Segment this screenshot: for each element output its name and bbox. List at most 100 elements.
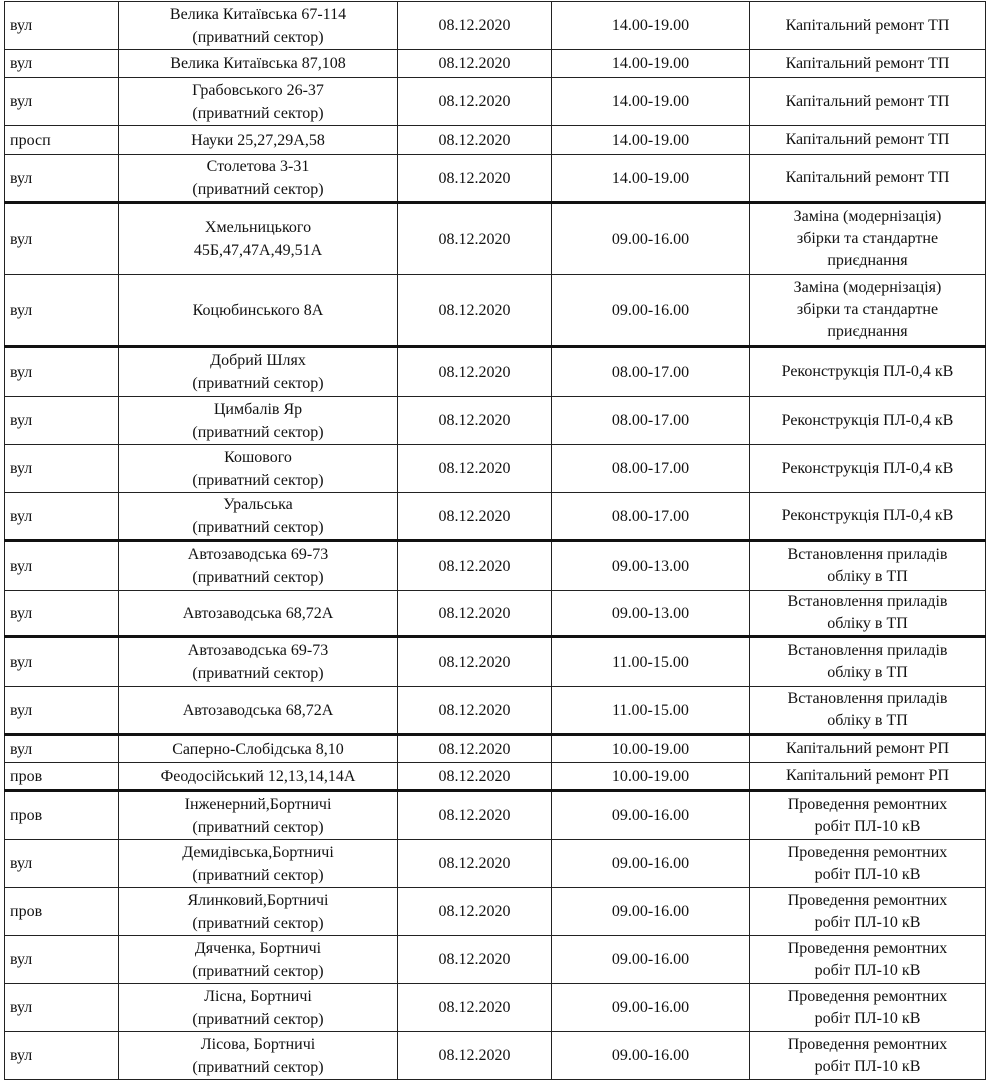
work-type-cell: Реконструкція ПЛ-0,4 кВ: [749, 492, 986, 541]
date-cell: 08.12.2020: [397, 539, 552, 591]
work-line: обліку в ТП: [827, 664, 908, 681]
date-cell: 08.12.2020: [397, 154, 552, 203]
address-cell: Автозаводська 69-73 (приватний сектор): [118, 635, 398, 687]
work-line: Встановлення приладів: [787, 546, 948, 563]
work-line: Встановлення приладів: [787, 642, 948, 659]
date-cell: 08.12.2020: [397, 1, 552, 50]
work-line: Реконструкція ПЛ-0,4 кВ: [781, 411, 954, 429]
street-type-cell: вул: [4, 49, 119, 78]
table-row: пров Інженерний,Бортничі (приватний сектор…: [4, 789, 986, 840]
work-line: робіт ПЛ-10 кВ: [814, 913, 921, 931]
date-cell: 08.12.2020: [397, 345, 552, 397]
date-cell: 08.12.2020: [397, 274, 552, 347]
work-type-cell: Капітальний ремонт ТП: [749, 77, 986, 126]
work-line: обліку в ТП: [827, 712, 908, 729]
table-row: пров Феодосійський 12,13,14,14А 08.12.2020…: [4, 762, 986, 791]
address-cell: Інженерний,Бортничі (приватний сектор): [118, 789, 398, 840]
address-line: Автозаводська 68,72А: [182, 604, 334, 622]
time-cell: 09.00-13.00: [551, 590, 750, 637]
time-cell: 09.00-16.00: [551, 839, 750, 888]
work-type-cell: Проведення ремонтних робіт ПЛ-10 кВ: [749, 1031, 986, 1080]
address-line: (приватний сектор): [192, 914, 324, 932]
time-cell: 08.00-17.00: [551, 396, 750, 445]
time-cell: 09.00-16.00: [551, 983, 750, 1032]
date-cell: 08.12.2020: [397, 444, 552, 493]
work-line: Проведення ремонтних: [787, 987, 948, 1005]
street-type-cell: пров: [4, 887, 119, 936]
work-line: Капітальний ремонт ТП: [785, 92, 950, 110]
time-cell: 14.00-19.00: [551, 77, 750, 126]
street-type-cell: вул: [4, 1, 119, 50]
address-line: Дяченка, Бортничі: [194, 939, 322, 957]
date-cell: 08.12.2020: [397, 935, 552, 984]
address-cell: Дяченка, Бортничі (приватний сектор): [118, 935, 398, 984]
address-line: Хмельницького: [204, 219, 312, 236]
work-line: робіт ПЛ-10 кВ: [814, 1057, 921, 1075]
work-line: Капітальний ремонт РП: [786, 740, 949, 757]
work-line: приєднання: [827, 323, 908, 340]
date-cell: 08.12.2020: [397, 396, 552, 445]
street-type-cell: вул: [4, 935, 119, 984]
time-cell: 10.00-19.00: [551, 762, 750, 791]
date-cell: 08.12.2020: [397, 789, 552, 840]
street-type-cell: вул: [4, 590, 119, 637]
table-row: вул Велика Китаївська 67-114 (приватний се…: [4, 1, 986, 50]
time-cell: 14.00-19.00: [551, 154, 750, 203]
work-type-cell: Капітальний ремонт РП: [749, 733, 986, 763]
street-type-cell: вул: [4, 274, 119, 347]
street-type-cell: вул: [4, 201, 119, 275]
street-type-cell: вул: [4, 733, 119, 763]
work-line: Реконструкція ПЛ-0,4 кВ: [781, 507, 954, 524]
address-line: (приватний сектор): [192, 962, 324, 980]
date-cell: 08.12.2020: [397, 1031, 552, 1080]
address-line: Інженерний,Бортничі: [184, 795, 332, 813]
table-row: вул Автозаводська 69-73 (приватний сектор)…: [4, 635, 986, 687]
street-type-cell: вул: [4, 154, 119, 203]
street-type-cell: пров: [4, 762, 119, 791]
street-type-cell: вул: [4, 444, 119, 493]
address-cell: Велика Китаївська 67-114 (приватний секто…: [118, 1, 398, 50]
work-line: Проведення ремонтних: [787, 891, 948, 909]
date-cell: 08.12.2020: [397, 201, 552, 275]
table-row: вул Лісна, Бортничі (приватний сектор) 08.1…: [4, 983, 986, 1032]
address-line: Саперно-Слобідська 8,10: [172, 740, 344, 758]
work-line: Заміна (модернізація): [793, 208, 942, 225]
work-line: Капітальний ремонт ТП: [785, 169, 950, 186]
table-row: вул Цимбалів Яр (приватний сектор) 08.12.20…: [4, 396, 986, 445]
work-line: Капітальний ремонт ТП: [785, 54, 950, 72]
address-line: (приватний сектор): [192, 569, 324, 586]
address-cell: Демидівська,Бортничі (приватний сектор): [118, 839, 398, 888]
time-cell: 11.00-15.00: [551, 686, 750, 735]
date-cell: 08.12.2020: [397, 762, 552, 791]
date-cell: 08.12.2020: [397, 125, 552, 155]
time-cell: 09.00-16.00: [551, 201, 750, 275]
street-type-cell: вул: [4, 635, 119, 687]
street-type-cell: пров: [4, 789, 119, 840]
address-line: (приватний сектор): [192, 818, 324, 836]
address-cell: Автозаводська 68,72А: [118, 590, 398, 637]
work-type-cell: Проведення ремонтних робіт ПЛ-10 кВ: [749, 983, 986, 1032]
work-type-cell: Встановлення приладів обліку в ТП: [749, 539, 986, 591]
work-line: Проведення ремонтних: [787, 939, 948, 957]
address-line: Науки 25,27,29А,58: [191, 131, 325, 149]
work-line: збірки та стандартне: [796, 301, 939, 318]
work-line: Капітальний ремонт ТП: [785, 16, 950, 34]
table-row: вул Грабовського 26-37 (приватний сектор) 0…: [4, 77, 986, 126]
work-type-cell: Реконструкція ПЛ-0,4 кВ: [749, 444, 986, 493]
address-cell: Добрий Шлях (приватний сектор): [118, 345, 398, 397]
address-line: Грабовського 26-37: [192, 81, 324, 99]
table-row: вул Коцюбинського 8А 08.12.2020 09.00-16.00…: [4, 274, 986, 347]
work-line: робіт ПЛ-10 кВ: [814, 817, 921, 835]
table-row: вул Автозаводська 69-73 (приватний сектор)…: [4, 539, 986, 591]
table-row: просп Науки 25,27,29А,58 08.12.2020 14.00-1…: [4, 125, 986, 155]
work-type-cell: Реконструкція ПЛ-0,4 кВ: [749, 396, 986, 445]
address-line: Уральська: [223, 496, 293, 513]
table-row: вул Демидівська,Бортничі (приватний сектор…: [4, 839, 986, 888]
street-type-cell: вул: [4, 345, 119, 397]
date-cell: 08.12.2020: [397, 77, 552, 126]
date-cell: 08.12.2020: [397, 733, 552, 763]
address-line: 45Б,47,47А,49,51А: [193, 242, 323, 259]
address-line: Лісна, Бортничі: [204, 987, 312, 1005]
time-cell: 09.00-16.00: [551, 789, 750, 840]
address-line: (приватний сектор): [192, 181, 324, 198]
